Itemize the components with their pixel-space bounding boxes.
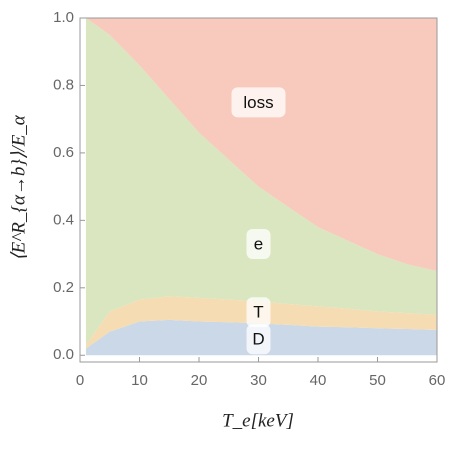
x-tick-label: 60 xyxy=(429,372,446,389)
label-box xyxy=(246,297,271,328)
label-box xyxy=(246,228,271,259)
series-label: T xyxy=(253,303,263,322)
series-label: loss xyxy=(243,93,273,112)
y-axis-label: ⟨E^R_{α→b}⟩/E_α xyxy=(8,114,29,261)
area xyxy=(85,18,437,271)
x-tick-label: 20 xyxy=(191,372,208,389)
y-tick-label: 0.6 xyxy=(53,144,74,161)
x-tick-label: 30 xyxy=(250,372,267,389)
series-label: D xyxy=(252,330,264,349)
x-tick-label: 10 xyxy=(131,372,148,389)
y-tick-label: 0.4 xyxy=(53,211,74,228)
x-tick-label: 50 xyxy=(369,372,386,389)
x-tick-label: 0 xyxy=(76,372,84,389)
y-tick-label: 0.2 xyxy=(53,279,74,296)
y-tick-label: 0.0 xyxy=(53,346,74,363)
label-box xyxy=(246,324,271,355)
y-tick-label: 1.0 xyxy=(53,9,74,26)
label-box xyxy=(231,87,286,118)
x-axis-label: T_e[keV] xyxy=(222,410,294,431)
x-tick-label: 40 xyxy=(310,372,327,389)
series-label: e xyxy=(254,234,263,253)
area xyxy=(85,18,437,346)
y-tick-label: 0.8 xyxy=(53,76,74,93)
